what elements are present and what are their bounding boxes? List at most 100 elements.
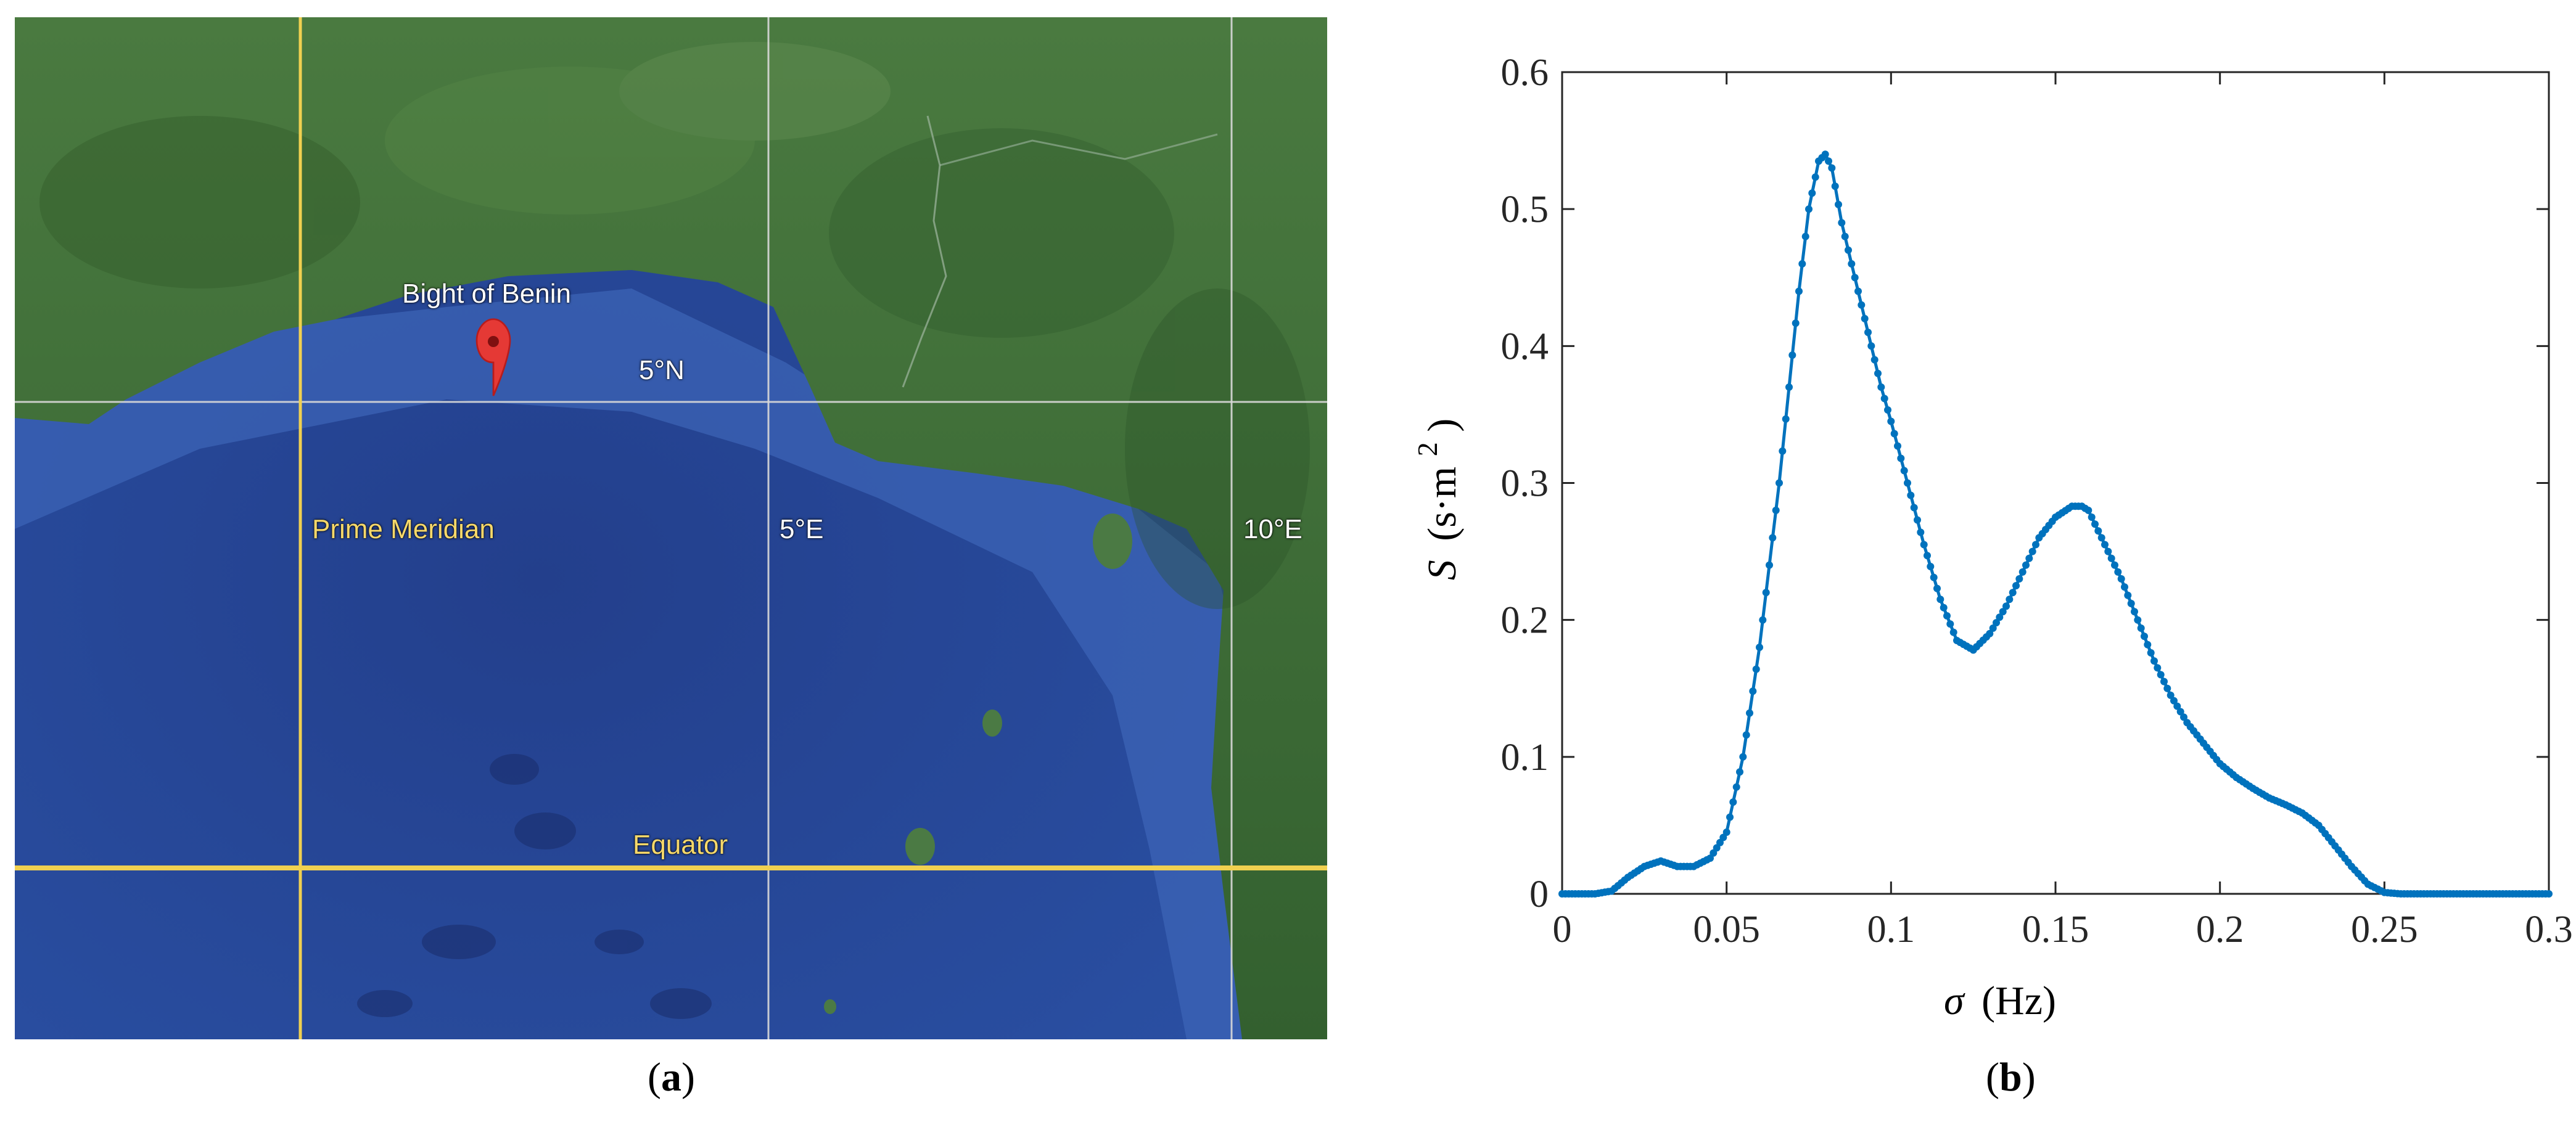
spectrum-point bbox=[2160, 677, 2168, 685]
spectrum-point bbox=[1864, 329, 1872, 337]
latitude-5n-label: 5°N bbox=[639, 355, 685, 385]
spectrum-point bbox=[1887, 417, 1895, 425]
spectrum-point bbox=[1811, 173, 1819, 181]
land-texture bbox=[39, 42, 1310, 609]
spectrum-point bbox=[1795, 287, 1803, 295]
spectrum-point bbox=[1831, 182, 1839, 190]
spectrum-point bbox=[1841, 232, 1849, 240]
spectrum-point bbox=[1828, 164, 1836, 172]
x-tick-label: 0.05 bbox=[1693, 909, 1760, 951]
island-annobon bbox=[824, 999, 836, 1014]
spectrum-point bbox=[2107, 554, 2115, 562]
spectrum-point bbox=[1917, 528, 1925, 536]
chart-ticks: 0 0.05 0.1 0.15 0.2 0.25 0.3 0 0.1 0.2 0.3 0.4 0.5 0.… bbox=[1501, 52, 2573, 951]
x-tick-label: 0.1 bbox=[1867, 909, 1916, 951]
bight-of-benin-label: Bight of Benin bbox=[402, 279, 571, 309]
spectrum-point bbox=[1838, 219, 1846, 227]
spectrum-point bbox=[2141, 632, 2148, 640]
spectrum-point bbox=[2111, 561, 2118, 569]
spectrum-point bbox=[1776, 479, 1783, 487]
spectrum-point bbox=[2018, 568, 2027, 576]
spectrum-point bbox=[1756, 644, 1763, 652]
satellite-map bbox=[15, 17, 1327, 1039]
spectrum-point bbox=[1993, 619, 2000, 627]
spectrum-point bbox=[2154, 664, 2162, 672]
river bbox=[939, 133, 1218, 166]
spectrum-point bbox=[1904, 479, 1911, 487]
y-tick-label: 0.5 bbox=[1501, 189, 1549, 231]
spectrum-point bbox=[1996, 613, 2004, 621]
spectrum-point bbox=[1897, 454, 1905, 462]
spectrum-point bbox=[2101, 541, 2109, 549]
spectrum-point bbox=[2009, 589, 2017, 597]
spectrum-point bbox=[2012, 582, 2020, 590]
spectrum-point bbox=[2150, 657, 2158, 665]
spectrum-point bbox=[1821, 150, 1829, 158]
spectrum-point bbox=[1858, 301, 1866, 309]
seafloor-features bbox=[357, 754, 712, 1019]
y-tick-label: 0.3 bbox=[1501, 463, 1549, 505]
spectrum-point bbox=[1867, 342, 1875, 350]
spectrum-point bbox=[2170, 697, 2178, 705]
spectrum-point bbox=[1845, 246, 1852, 254]
spectrum-line bbox=[1562, 151, 2549, 896]
spectrum-point bbox=[1762, 589, 1770, 597]
spectrum-point bbox=[1880, 395, 1888, 403]
map-panel: Bight of Benin 5°N Prime Meridian 5°E 10… bbox=[15, 17, 1327, 1039]
spectrum-point bbox=[1835, 200, 1842, 208]
longitude-10e-label: 10°E bbox=[1243, 514, 1302, 544]
spectrum-point bbox=[2097, 534, 2105, 542]
map-pin-icon bbox=[475, 318, 511, 396]
spectrum-point bbox=[1854, 287, 1862, 295]
spectrum-point bbox=[1769, 534, 1777, 542]
spectrum-point bbox=[2131, 608, 2138, 616]
spectrum-point bbox=[2545, 890, 2553, 898]
spectrum-point bbox=[2088, 513, 2096, 521]
spectrum-point bbox=[1874, 369, 1882, 377]
spectrum-point bbox=[2137, 624, 2145, 632]
y-tick-label: 0.4 bbox=[1501, 325, 1549, 367]
spectrum-point bbox=[2180, 713, 2187, 721]
caption-b: (b) bbox=[1986, 1055, 2036, 1100]
spectrum-point bbox=[1861, 314, 1869, 322]
y-tick-label: 0.1 bbox=[1501, 737, 1549, 779]
spectrum-point bbox=[1848, 260, 1856, 268]
spectrum-point bbox=[1870, 356, 1879, 364]
x-axis-label: σ (Hz) bbox=[1944, 978, 2056, 1023]
spectrum-point bbox=[2134, 616, 2142, 624]
y-tick-label: 0.2 bbox=[1501, 600, 1549, 642]
spectrum-point bbox=[1877, 383, 1885, 391]
x-tick-label: 0.25 bbox=[2351, 909, 2418, 951]
island-principe bbox=[982, 710, 1002, 737]
x-tick-label: 0.15 bbox=[2022, 909, 2089, 951]
spectrum-point bbox=[2163, 684, 2171, 692]
spectrum-point bbox=[1779, 447, 1787, 455]
spectrum-point bbox=[1808, 189, 1816, 197]
spectrum-point bbox=[2084, 506, 2092, 514]
spectrum-point bbox=[1933, 584, 1941, 592]
x-tick-label: 0.3 bbox=[2525, 909, 2573, 951]
spectrum-point bbox=[1732, 783, 1740, 791]
spectrum-point bbox=[1792, 319, 1800, 327]
spectrum-point bbox=[2025, 554, 2033, 562]
x-tick-label: 0 bbox=[1553, 909, 1572, 951]
caption-a: (a) bbox=[648, 1055, 695, 1100]
spectrum-point bbox=[2176, 708, 2184, 716]
spectrum-point bbox=[1927, 563, 1935, 570]
spectrum-point bbox=[1940, 603, 1948, 612]
island-bioko bbox=[1093, 513, 1132, 569]
spectrum-point bbox=[1907, 491, 1915, 499]
spectrum-point bbox=[1736, 768, 1743, 776]
spectrum-point bbox=[2121, 583, 2128, 591]
spectrum-point bbox=[1739, 753, 1747, 761]
spectrum-point bbox=[1785, 383, 1793, 391]
longitude-5e-label: 5°E bbox=[780, 514, 824, 544]
spectrum-point bbox=[2117, 575, 2125, 583]
spectrum-point bbox=[1884, 406, 1891, 414]
spectrum-point bbox=[2144, 640, 2152, 648]
spectrum-point bbox=[2094, 527, 2102, 535]
island-sao-tome bbox=[905, 828, 935, 865]
spectrum-point bbox=[2091, 520, 2099, 528]
spectrum-point bbox=[2124, 591, 2132, 599]
spectrum-point bbox=[1722, 828, 1730, 836]
